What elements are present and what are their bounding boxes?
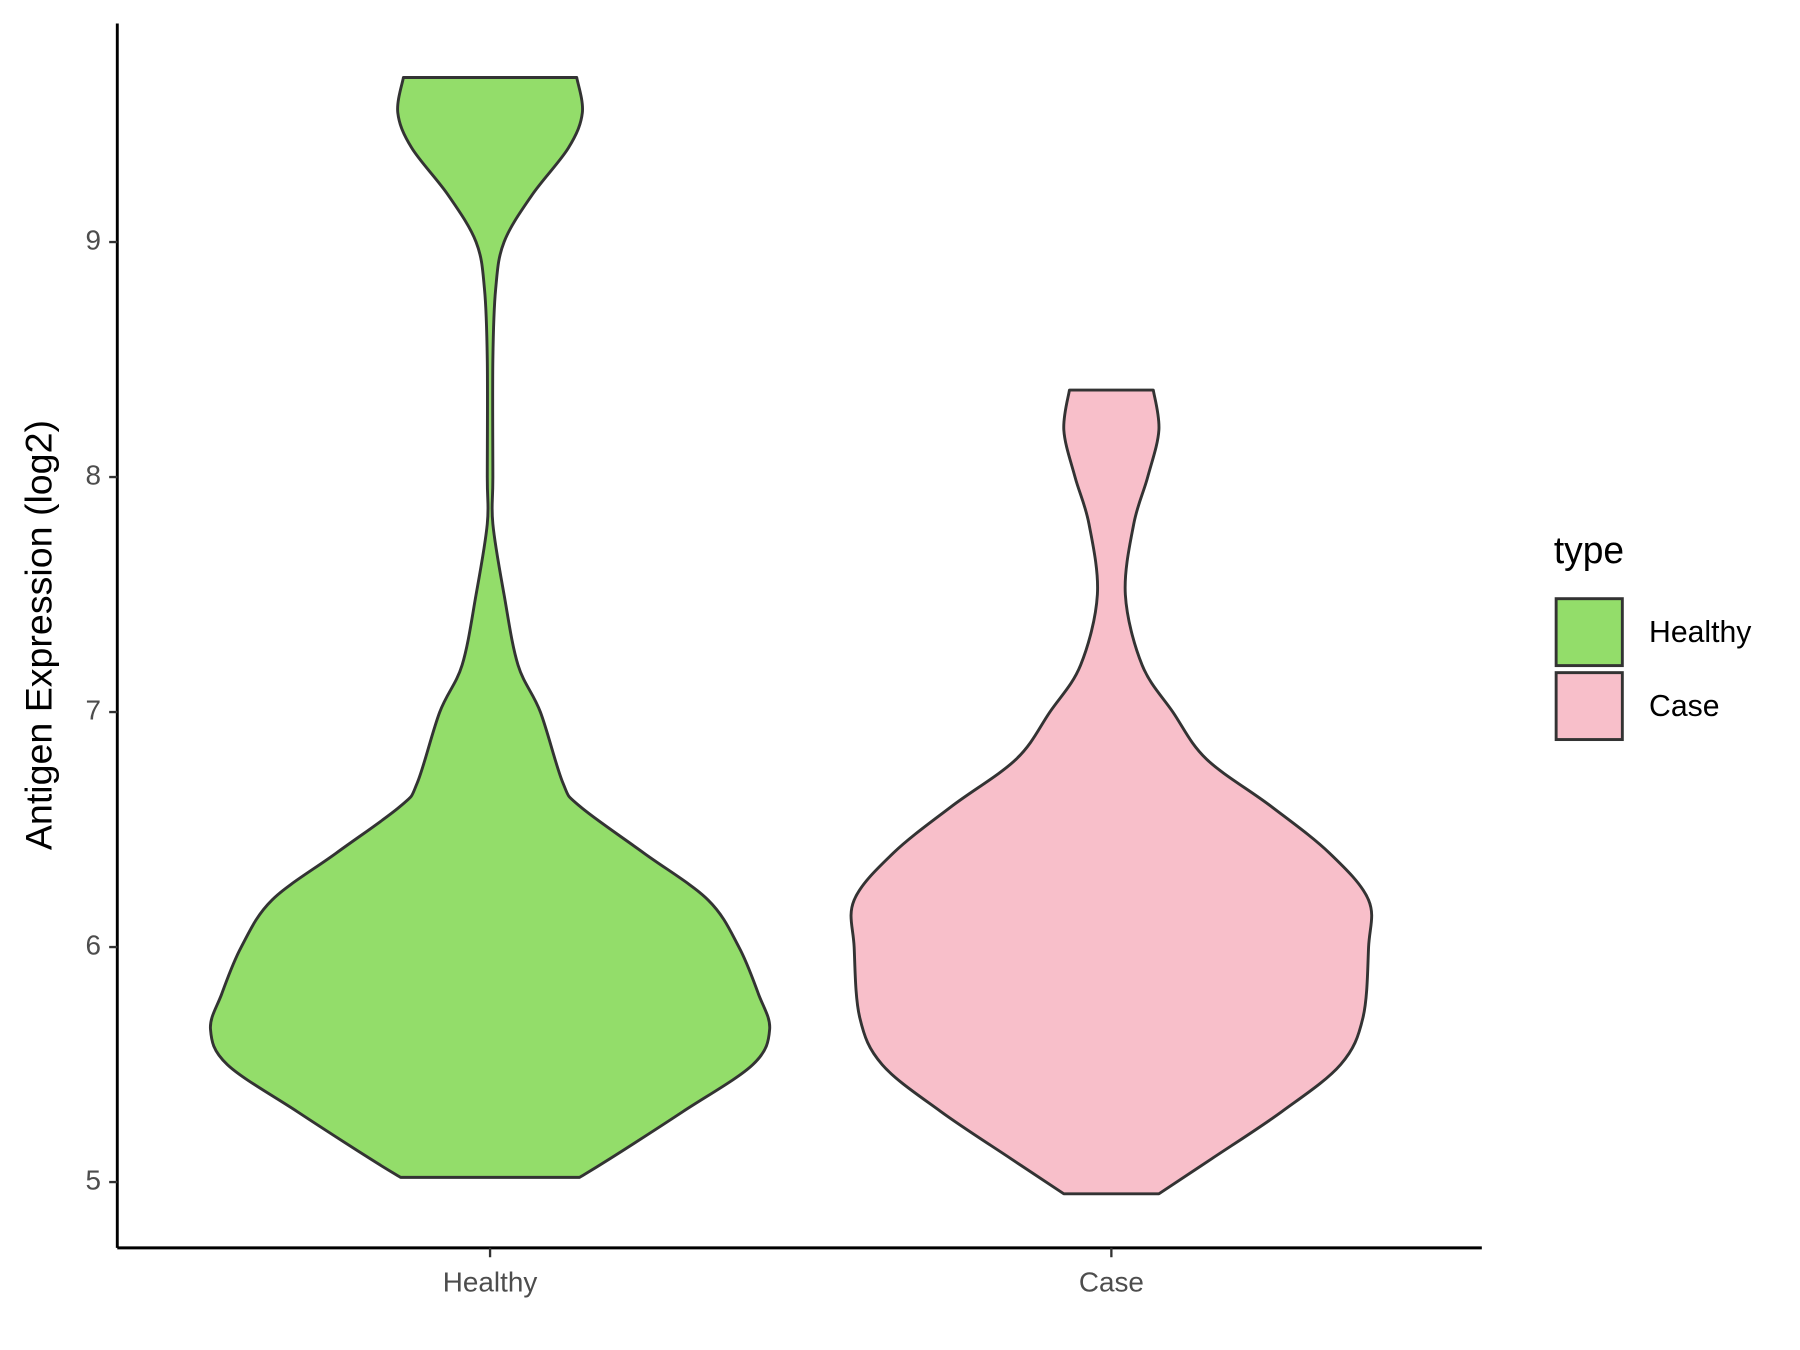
x-tick-label: Healthy bbox=[443, 1267, 537, 1298]
y-tick-label: 8 bbox=[86, 459, 102, 490]
violin bbox=[209, 76, 772, 1179]
plot: Antigen Expression (log2) type 5 6 7 8 9 Heal… bbox=[18, 23, 1752, 1298]
legend-key bbox=[1554, 597, 1624, 668]
legend-label: Case bbox=[1649, 690, 1719, 723]
legend-key bbox=[1554, 671, 1624, 742]
legend-title: type bbox=[1554, 529, 1624, 571]
y-axis-title: Antigen Expression (log2) bbox=[18, 420, 60, 850]
y-tick-label: 6 bbox=[86, 929, 102, 960]
y-tick-label: 7 bbox=[86, 694, 102, 725]
violin bbox=[849, 388, 1374, 1196]
x-tick-label: Case bbox=[1079, 1267, 1144, 1298]
y-tick-label: 5 bbox=[86, 1164, 102, 1195]
y-tick-label: 9 bbox=[86, 224, 102, 255]
legend-label: Healthy bbox=[1649, 616, 1752, 649]
